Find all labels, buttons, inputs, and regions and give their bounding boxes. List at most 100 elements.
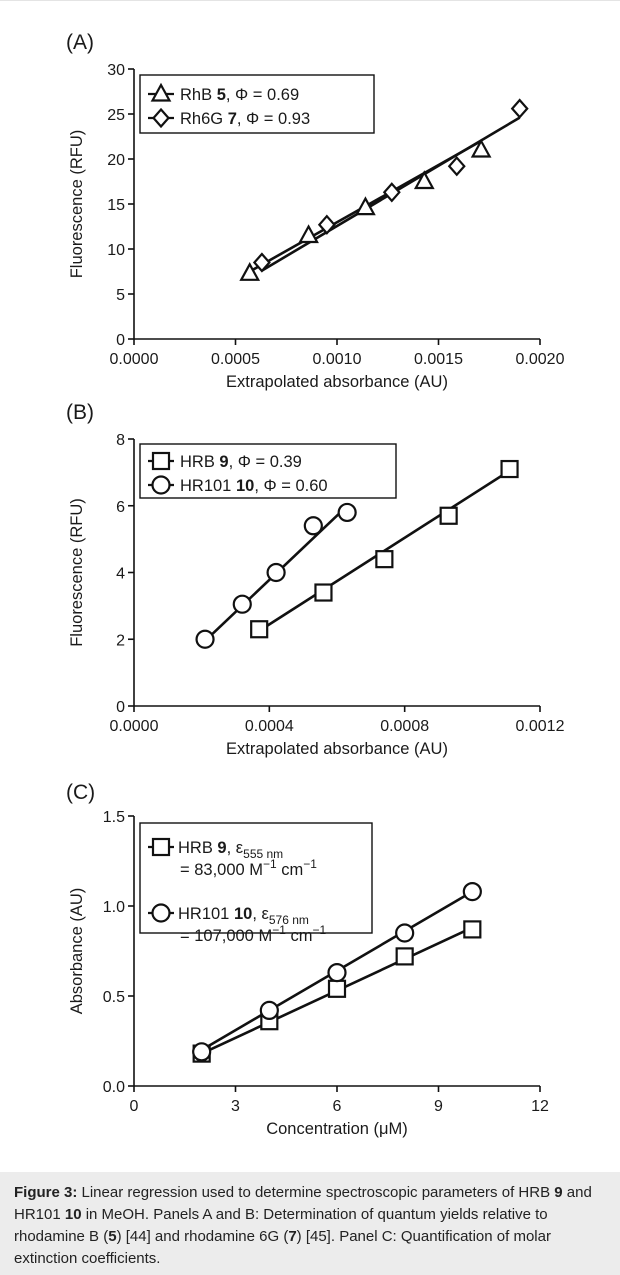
y-axis-label: Absorbance (AU) — [68, 888, 86, 1015]
data-point-square — [500, 459, 519, 479]
data-point-circle — [232, 594, 252, 614]
data-point-circle — [266, 562, 286, 583]
x-tick-label: 0.0008 — [380, 718, 429, 735]
y-tick-label: 15 — [107, 197, 125, 214]
x-tick-label: 0.0020 — [516, 351, 565, 368]
legend-series-stat: , Φ = 0.60 — [254, 477, 327, 495]
data-point-triangle — [470, 138, 492, 158]
legend-series-name: HR101 — [180, 477, 236, 495]
legend-series-name: HR101 — [178, 905, 234, 923]
data-point-diamond — [447, 156, 466, 177]
legend-series-name: Rh6G — [180, 110, 228, 128]
x-tick-label: 6 — [333, 1098, 342, 1115]
data-point-circle — [395, 923, 415, 943]
data-point-square — [375, 550, 394, 569]
legend-epsilon-value: = 107,000 M−1 cm−1 — [180, 923, 326, 945]
y-tick-label: 30 — [107, 62, 125, 79]
chart-panel-a: (A) 0 5 10 15 20 25 30 0.0000 0.0005 0.0010 0.0015 0… — [66, 31, 565, 391]
legend-epsilon-subscript: 576 nm — [269, 913, 309, 927]
y-tick-label: 0 — [116, 699, 125, 716]
caption-text-3: in MeOH. Panels A and B: Determination o… — [14, 1206, 548, 1245]
legend-series-number: 9 — [217, 839, 226, 857]
legend-value: = 107,000 M — [180, 927, 272, 945]
y-tick-label: 2 — [116, 632, 125, 649]
data-point-diamond — [317, 214, 336, 235]
caption-text-5: ) [45]. Panel C: Quantification of molar… — [14, 1228, 551, 1267]
legend-exp: −1 — [263, 857, 277, 871]
legend-unit: cm — [277, 861, 304, 879]
legend-series-number: 9 — [219, 453, 228, 471]
y-tick-label: 6 — [116, 499, 125, 516]
y-tick-label: 10 — [107, 242, 125, 259]
figure-area: (A) 0 5 10 15 20 25 30 0.0000 0.0005 0.0010 0.0015 0… — [0, 0, 620, 1138]
y-tick-label: 25 — [107, 107, 125, 124]
panel-label: (C) — [66, 781, 95, 804]
legend-series-stat: , Φ = 0.93 — [237, 110, 310, 128]
legend-series-number: 5 — [217, 86, 226, 104]
data-point-circle — [195, 629, 215, 649]
data-point-circle — [462, 881, 482, 902]
y-tick-label: 5 — [116, 287, 125, 304]
legend-entry: HR101 10, Φ = 0.60 — [180, 477, 328, 495]
data-point-square — [327, 979, 347, 998]
x-tick-label: 0.0004 — [245, 718, 294, 735]
legend-unit: cm — [286, 927, 313, 945]
legend-marker-circle — [151, 475, 171, 495]
legend-series-name: RhB — [180, 86, 217, 104]
legend-entry: RhB 5, Φ = 0.69 — [180, 86, 299, 104]
x-tick-label: 0.0010 — [313, 351, 362, 368]
panel-label: (B) — [66, 401, 94, 424]
y-axis-label: Fluorescence (RFU) — [68, 130, 86, 279]
legend-value: = 83,000 M — [180, 861, 263, 879]
legend-series-sep: , — [227, 839, 236, 857]
legend-series-sep: , — [252, 905, 261, 923]
legend-series-number: 10 — [236, 477, 254, 495]
data-point-square — [250, 620, 269, 639]
legend-marker-diamond — [152, 107, 170, 129]
y-tick-label: 0 — [116, 332, 125, 349]
legend-epsilon-value: = 83,000 M−1 cm−1 — [180, 857, 317, 879]
x-axis-label: Concentration (μM) — [266, 1120, 408, 1138]
caption-compound-10: 10 — [64, 1206, 82, 1223]
x-tick-label: 12 — [531, 1098, 549, 1115]
legend: HRB 9, Φ = 0.39 HR101 10, Φ = 0.60 — [139, 443, 397, 499]
caption-compound-9: 9 — [554, 1184, 563, 1201]
x-tick-label: 0 — [130, 1098, 139, 1115]
panel-label: (A) — [66, 31, 94, 54]
legend-series-stat: , Φ = 0.39 — [229, 453, 302, 471]
data-point-square — [439, 506, 458, 525]
legend-entry: HR101 10, ε576 nm — [178, 905, 309, 927]
data-point-circle — [303, 516, 323, 536]
legend-entry: HRB 9, ε555 nm — [178, 839, 283, 861]
legend-marker-triangle — [150, 82, 172, 102]
x-axis-label: Extrapolated absorbance (AU) — [226, 373, 448, 391]
data-point-square — [395, 947, 414, 966]
figure-caption: Figure 3: Linear regression used to dete… — [0, 1172, 620, 1275]
caption-label: Figure 3: — [14, 1184, 78, 1201]
y-tick-label: 20 — [107, 152, 125, 169]
x-tick-label: 3 — [231, 1098, 240, 1115]
x-tick-label: 0.0000 — [110, 718, 159, 735]
legend-box — [139, 74, 375, 134]
legend-exp: −1 — [272, 923, 286, 937]
x-tick-label: 0.0012 — [516, 718, 565, 735]
x-tick-label: 0.0005 — [211, 351, 260, 368]
data-point-diamond — [252, 252, 271, 273]
data-point-circle — [259, 1000, 279, 1021]
chart-panel-b: (B) 0 2 4 6 8 0.0000 0.0004 0.0008 0.0012 Extrapol… — [66, 401, 565, 758]
legend-entry: HRB 9, Φ = 0.39 — [180, 453, 302, 471]
data-point-circle — [192, 1042, 212, 1062]
data-point-triangle — [355, 196, 376, 216]
caption-text-1: Linear regression used to determine spec… — [77, 1184, 555, 1201]
caption-compound-7: 7 — [288, 1228, 297, 1245]
legend-epsilon: ε — [236, 839, 244, 857]
x-tick-label: 0.0015 — [414, 351, 463, 368]
caption-text-4: ) [44] and rhodamine 6G ( — [116, 1228, 289, 1245]
data-point-triangle — [413, 170, 435, 190]
legend-box — [139, 822, 373, 934]
legend-exp: −1 — [312, 923, 326, 937]
legend-epsilon-subscript: 555 nm — [243, 847, 283, 861]
data-point-circle — [337, 502, 357, 523]
x-tick-label: 0.0000 — [110, 351, 159, 368]
